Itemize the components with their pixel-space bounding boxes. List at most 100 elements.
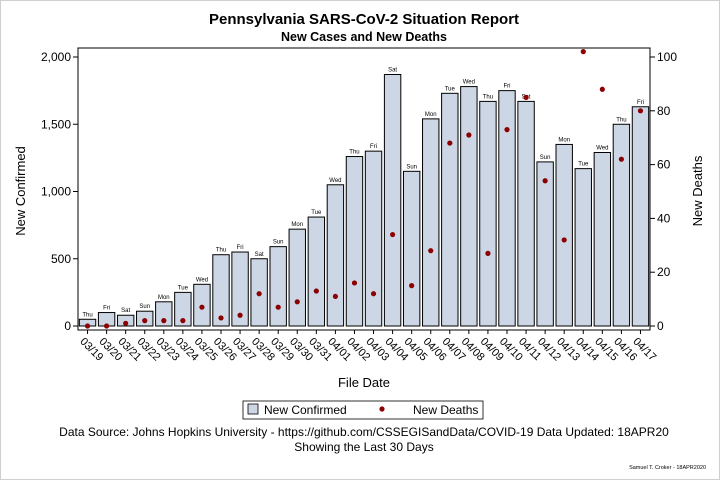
legend-label-new-deaths: New Deaths (413, 403, 478, 417)
y-tick-label: 1,500 (41, 117, 71, 131)
point-new-deaths (523, 94, 529, 100)
bar-new-confirmed (593, 151, 612, 327)
point-new-deaths (104, 323, 110, 329)
bar-new-confirmed (383, 73, 402, 327)
point-new-deaths (370, 291, 377, 297)
y-tick-label: 1,000 (41, 185, 71, 199)
point-new-deaths (161, 318, 167, 324)
bar-weekday-label: Mon (425, 112, 437, 118)
bar-weekday-label: Tue (445, 86, 456, 92)
point-new-deaths (390, 231, 396, 238)
point-new-deaths (599, 86, 605, 92)
bar-new-confirmed (517, 100, 535, 327)
point-new-deaths (332, 293, 338, 300)
bar-weekday-label: Tue (178, 285, 189, 291)
bar-new-confirmed (498, 90, 516, 327)
point-new-deaths (313, 288, 319, 294)
bar-new-confirmed (326, 184, 345, 327)
legend-swatch-new-confirmed (247, 403, 259, 415)
bar-weekday-label: Fri (637, 100, 644, 106)
point-new-deaths (142, 318, 148, 324)
point-new-deaths (618, 156, 625, 162)
legend-label-new-confirmed: New Confirmed (264, 403, 347, 417)
y-tick-label: 2,000 (41, 50, 71, 64)
bar-new-confirmed (574, 168, 592, 327)
point-new-deaths (199, 304, 205, 310)
bar-new-confirmed (536, 161, 554, 327)
chart-subtitle: New Cases and New Deaths (281, 30, 447, 44)
y2-tick-label: 80 (657, 104, 671, 118)
bar-new-confirmed (441, 92, 459, 327)
y-tick-label: 0 (64, 319, 71, 333)
bar-weekday-label: Fri (103, 306, 110, 312)
bar-weekday-label: Thu (349, 150, 359, 156)
point-new-deaths (542, 178, 548, 184)
bar-new-confirmed (212, 254, 230, 327)
bar-weekday-label: Fri (504, 84, 511, 90)
bar-weekday-label: Tue (578, 162, 589, 168)
bar-new-confirmed (479, 100, 497, 327)
point-new-deaths (351, 280, 358, 286)
bar-new-confirmed (460, 86, 478, 327)
y2-tick-label: 40 (657, 211, 671, 225)
bar-weekday-label: Thu (616, 117, 626, 123)
bar-weekday-label: Sun (540, 155, 551, 161)
legend-box (242, 400, 484, 420)
bar-new-confirmed (612, 123, 631, 327)
bar-new-confirmed (364, 150, 383, 327)
bar-weekday-label: Sat (388, 67, 397, 73)
y2-tick-label: 100 (657, 50, 677, 64)
bar-new-confirmed (288, 228, 306, 327)
point-new-deaths (447, 140, 453, 146)
bar-weekday-label: Mon (158, 295, 170, 301)
footnote-source: Data Source: Johns Hopkins University - … (59, 425, 669, 439)
bar-weekday-label: Sun (139, 304, 150, 310)
plot-area: 05001,0001,5002,000020406080100Thu03/19F… (41, 47, 677, 364)
point-new-deaths (637, 108, 644, 114)
bar-new-confirmed (422, 118, 440, 327)
bar-new-confirmed (402, 170, 421, 327)
y2-tick-label: 60 (657, 158, 671, 172)
bar-weekday-label: Thu (483, 94, 493, 100)
point-new-deaths (485, 250, 491, 256)
point-new-deaths (218, 315, 224, 321)
x-axis-label: File Date (338, 375, 390, 390)
bar-weekday-label: Fri (237, 245, 244, 251)
point-new-deaths (504, 127, 510, 133)
bar-weekday-label: Sun (273, 240, 284, 246)
bar-new-confirmed (174, 291, 192, 327)
point-new-deaths (237, 312, 243, 318)
point-new-deaths (275, 304, 281, 310)
bar-new-confirmed (307, 216, 326, 327)
y2-axis-label: New Deaths (690, 155, 705, 226)
bar-weekday-label: Thu (82, 312, 92, 318)
bar-new-confirmed (155, 301, 173, 327)
bar-weekday-label: Mon (291, 222, 303, 228)
point-new-deaths (409, 283, 415, 289)
point-new-deaths (294, 299, 300, 305)
bar-weekday-label: Sat (121, 308, 130, 314)
bar-weekday-label: Wed (329, 178, 341, 184)
bar-new-confirmed (231, 251, 249, 327)
point-new-deaths (256, 291, 262, 297)
point-new-deaths (428, 248, 434, 254)
bar-weekday-label: Wed (196, 277, 208, 283)
bar-weekday-label: Tue (311, 210, 322, 216)
chart-title: Pennsylvania SARS-CoV-2 Situation Report (209, 11, 519, 28)
author-credit: Samuel T. Croker - 18APR2020 (629, 465, 706, 471)
bar-new-confirmed (555, 143, 573, 327)
footnote-range: Showing the Last 30 Days (294, 440, 433, 454)
point-new-deaths (466, 132, 472, 138)
point-new-deaths (580, 49, 586, 55)
bar-weekday-label: Sun (406, 164, 417, 170)
y2-tick-label: 0 (657, 319, 664, 333)
bar-weekday-label: Mon (558, 137, 570, 143)
y-axis-label: New Confirmed (13, 146, 28, 236)
bar-new-confirmed (269, 246, 287, 327)
point-new-deaths (123, 320, 129, 326)
bar-new-confirmed (116, 314, 135, 327)
bar-new-confirmed (345, 156, 364, 327)
bar-new-confirmed (631, 106, 650, 327)
point-new-deaths (180, 318, 186, 324)
bar-weekday-label: Sat (255, 252, 264, 258)
